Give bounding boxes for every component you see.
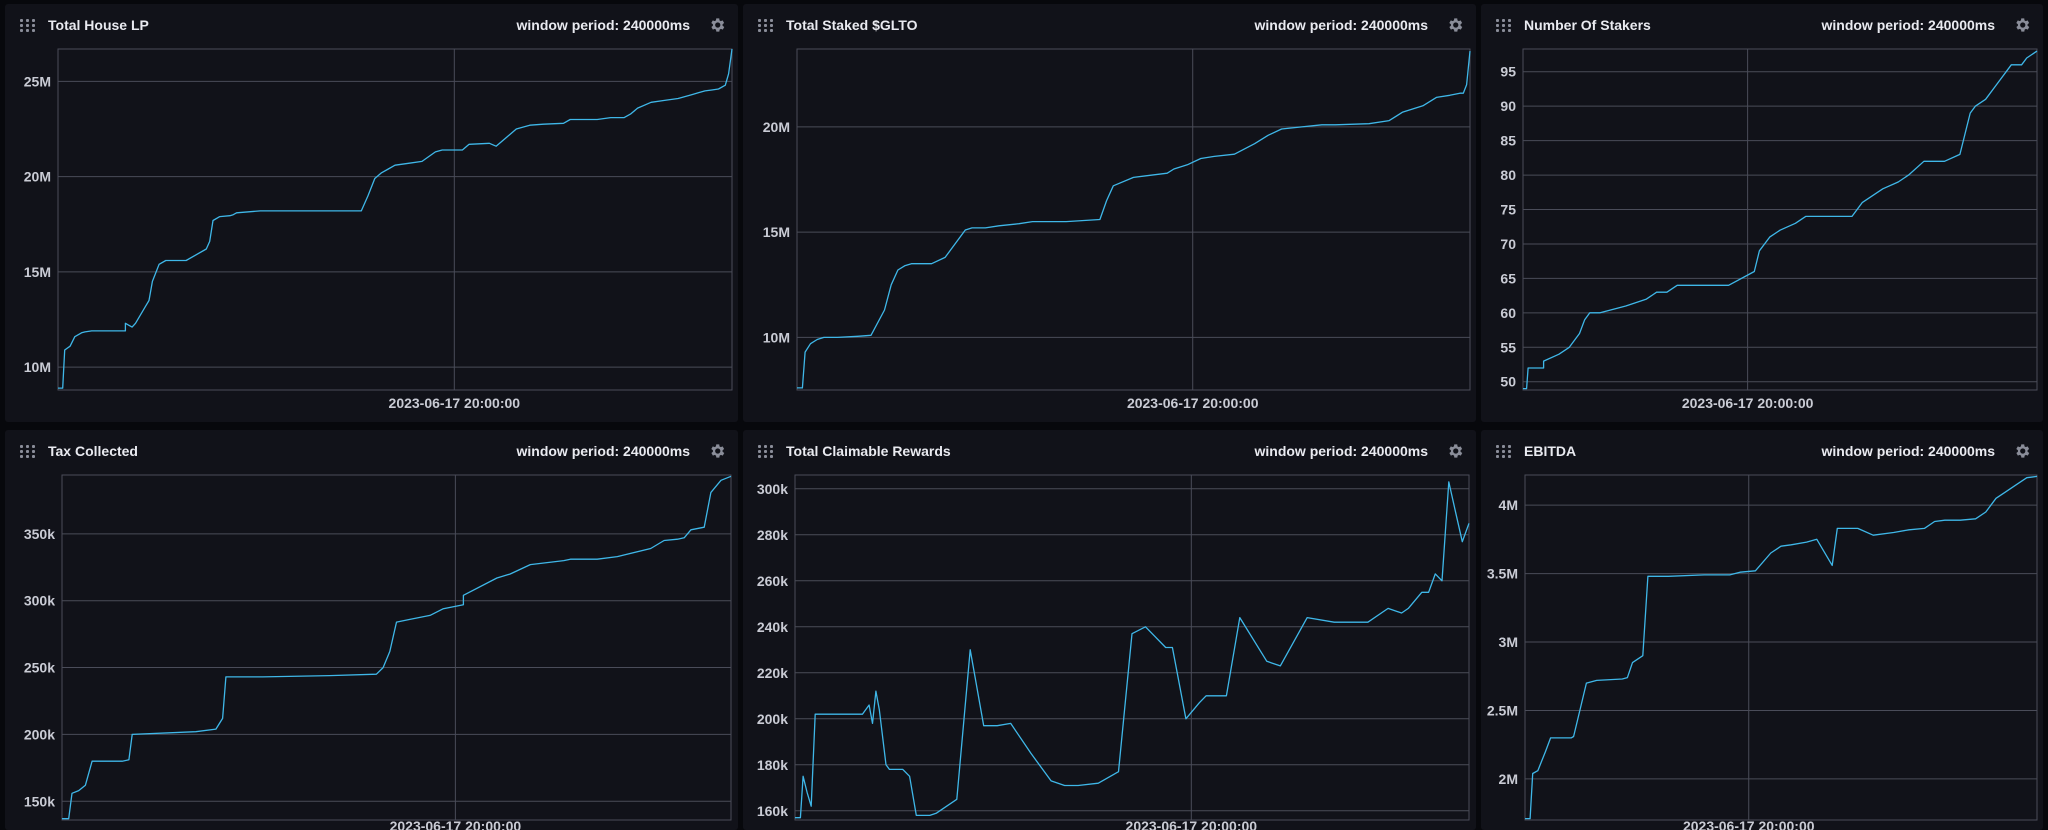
x-tick-label: 2023-06-17 20:00:00 (1127, 395, 1259, 411)
y-tick-label: 220k (757, 665, 788, 681)
y-tick-label: 10M (763, 329, 790, 345)
plot-frame (794, 474, 1470, 821)
panel-title: Number Of Stakers (1524, 17, 1651, 33)
y-tick-label: 250k (24, 660, 55, 676)
panel-header: Total House LP window period: 240000ms (5, 4, 738, 46)
window-period-label: window period: 240000ms (1254, 17, 1429, 33)
plot-frame (57, 48, 733, 391)
line-chart: 150k 200k 250k 300k 350k 2023-06-17 20:00:00 (24, 474, 732, 830)
gear-icon[interactable] (708, 442, 726, 460)
panel-total-staked-glto: 10M 15M 20M 2023-06-17 20:00:00 Total Staked… (743, 4, 1476, 422)
x-tick-label: 2023-06-17 20:00:00 (390, 818, 522, 830)
panel-total-house-lp: 10M 15M 20M 25M 2023-06-17 20:00:00 Total Hou… (5, 4, 738, 422)
y-tick-label: 280k (757, 527, 788, 543)
y-tick-label: 350k (24, 526, 55, 542)
series-line (62, 475, 732, 820)
window-period-label: window period: 240000ms (1821, 443, 1996, 459)
y-tick-label: 85 (1500, 133, 1516, 149)
series-line (795, 481, 1470, 819)
panel-header: EBITDA window period: 240000ms (1481, 430, 2043, 472)
panel-title: EBITDA (1524, 443, 1577, 459)
window-period-label: window period: 240000ms (1254, 443, 1429, 459)
y-tick-label: 75 (1500, 202, 1516, 218)
y-tick-label: 10M (24, 359, 51, 375)
line-chart: 2M 2.5M 3M 3.5M 4M 2023-06-17 20:00:00 (1487, 474, 2038, 830)
y-tick-label: 2.5M (1487, 702, 1518, 718)
window-period-label: window period: 240000ms (516, 17, 691, 33)
y-tick-label: 50 (1500, 374, 1516, 390)
y-tick-label: 95 (1500, 64, 1516, 80)
y-tick-label: 15M (763, 224, 790, 240)
drag-handle-icon[interactable] (1496, 445, 1512, 459)
y-tick-label: 3.5M (1487, 566, 1518, 582)
panel-header: Number Of Stakers window period: 240000ms (1481, 4, 2043, 46)
y-tick-label: 180k (757, 757, 788, 773)
panel-header: Total Staked $GLTO window period: 240000m… (743, 4, 1476, 46)
drag-handle-icon[interactable] (758, 445, 774, 459)
y-tick-label: 150k (24, 793, 55, 809)
panel-header: Total Claimable Rewards window period: 24… (743, 430, 1476, 472)
drag-handle-icon[interactable] (1496, 19, 1512, 33)
series-line (797, 51, 1471, 389)
y-tick-label: 200k (757, 711, 788, 727)
y-tick-label: 70 (1500, 236, 1516, 252)
x-tick-label: 2023-06-17 20:00:00 (1126, 818, 1258, 830)
window-period-label: window period: 240000ms (1821, 17, 1996, 33)
y-tick-label: 4M (1499, 497, 1518, 513)
series-line (58, 48, 733, 389)
gear-icon[interactable] (1446, 16, 1464, 34)
y-tick-label: 80 (1500, 167, 1516, 183)
plot-frame (1522, 48, 2038, 391)
drag-handle-icon[interactable] (20, 19, 36, 33)
y-tick-label: 300k (24, 593, 55, 609)
y-tick-label: 160k (757, 803, 788, 819)
y-tick-label: 2M (1499, 771, 1518, 787)
y-tick-label: 240k (757, 619, 788, 635)
gear-icon[interactable] (1446, 442, 1464, 460)
x-tick-label: 2023-06-17 20:00:00 (1682, 395, 1814, 411)
plot-frame (61, 474, 732, 821)
panel-ebitda: 2M 2.5M 3M 3.5M 4M 2023-06-17 20:00:00 EBITDA w… (1481, 430, 2043, 830)
line-chart: 160k 180k 200k 220k 240k 260k 280k 300k 2023-06-… (757, 474, 1470, 830)
line-chart: 10M 15M 20M 25M 2023-06-17 20:00:00 (24, 48, 733, 411)
y-tick-label: 25M (24, 73, 51, 89)
y-tick-label: 90 (1500, 98, 1516, 114)
y-tick-label: 300k (757, 481, 788, 497)
gear-icon[interactable] (2013, 16, 2031, 34)
panel-tax-collected: 150k 200k 250k 300k 350k 2023-06-17 20:00:00 T… (5, 430, 738, 830)
drag-handle-icon[interactable] (20, 445, 36, 459)
window-period-label: window period: 240000ms (516, 443, 691, 459)
panel-header: Tax Collected window period: 240000ms (5, 430, 738, 472)
panel-title: Total Claimable Rewards (786, 443, 951, 459)
panel-title: Total House LP (48, 17, 149, 33)
panel-total-claimable-rewards: 160k 180k 200k 220k 240k 260k 280k 300k 2023-06-… (743, 430, 1476, 830)
drag-handle-icon[interactable] (758, 19, 774, 33)
y-tick-label: 200k (24, 726, 55, 742)
y-tick-label: 65 (1500, 270, 1516, 286)
panel-number-of-stakers: 50 55 60 65 70 75 80 85 90 95 2023-06-17 20:00:00 N… (1481, 4, 2043, 422)
x-tick-label: 2023-06-17 20:00:00 (1683, 818, 1815, 830)
y-tick-label: 15M (24, 264, 51, 280)
x-tick-label: 2023-06-17 20:00:00 (389, 395, 521, 411)
panel-title: Total Staked $GLTO (786, 17, 918, 33)
line-chart: 10M 15M 20M 2023-06-17 20:00:00 (763, 48, 1471, 411)
series-line (1525, 475, 2038, 820)
plot-frame (1524, 474, 2038, 821)
gear-icon[interactable] (2013, 442, 2031, 460)
panel-title: Tax Collected (48, 443, 138, 459)
y-tick-label: 20M (763, 119, 790, 135)
gear-icon[interactable] (708, 16, 726, 34)
plot-frame (796, 48, 1471, 391)
y-tick-label: 3M (1499, 634, 1518, 650)
y-tick-label: 20M (24, 169, 51, 185)
y-tick-label: 260k (757, 573, 788, 589)
y-tick-label: 55 (1500, 339, 1516, 355)
line-chart: 50 55 60 65 70 75 80 85 90 95 2023-06-17 20:00:00 (1500, 48, 2038, 411)
series-line (1523, 50, 2038, 390)
y-tick-label: 60 (1500, 305, 1516, 321)
